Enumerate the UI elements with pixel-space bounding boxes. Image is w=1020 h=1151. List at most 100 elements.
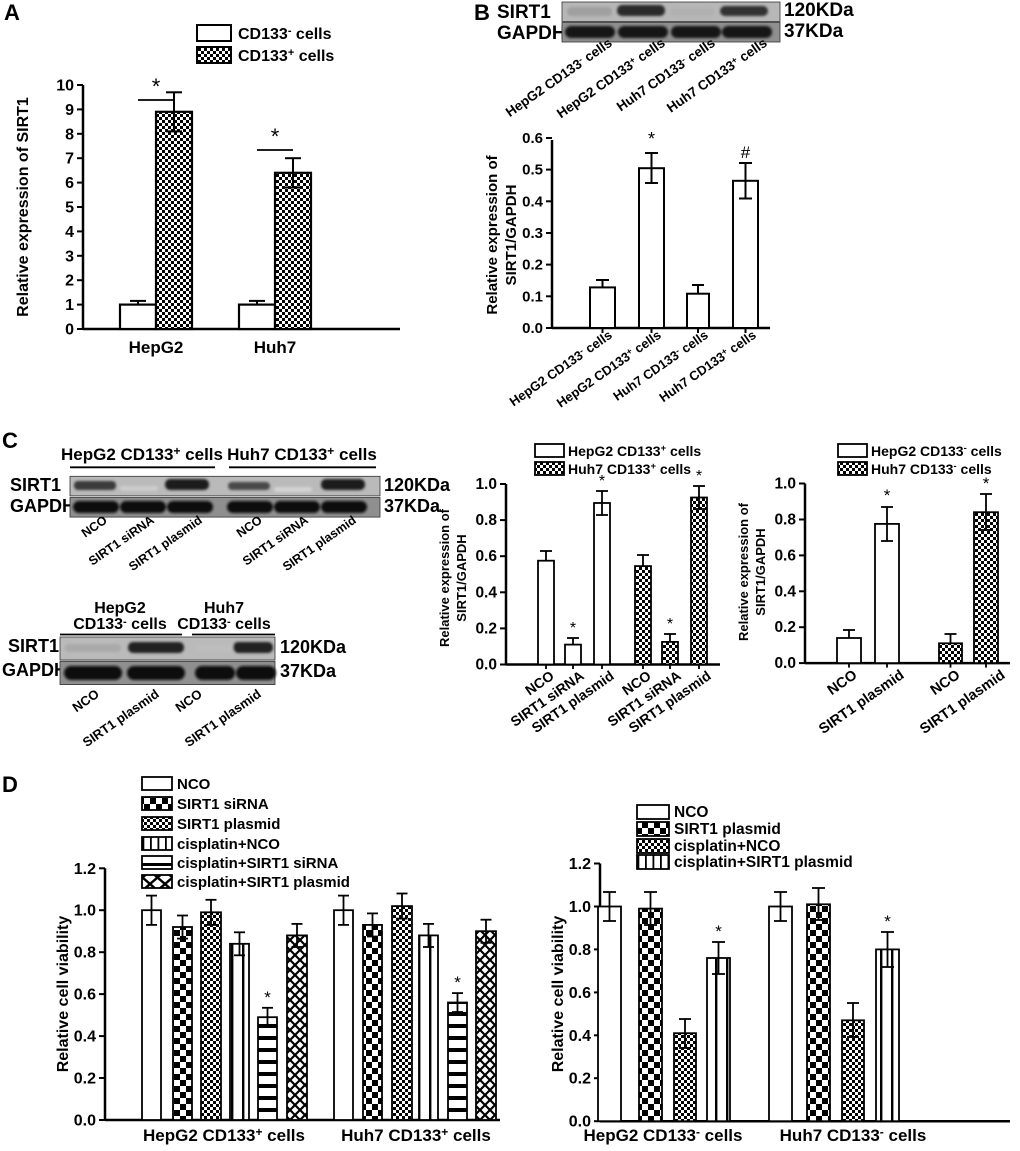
svg-text:Huh7 CD133- cells: Huh7 CD133- cells: [871, 461, 992, 477]
svg-text:0.6: 0.6: [522, 130, 543, 147]
svg-text:2: 2: [65, 273, 74, 290]
svg-text:0.8: 0.8: [569, 942, 591, 959]
svg-text:Relative expression of: Relative expression of: [736, 502, 751, 641]
svg-text:SIRT1: SIRT1: [10, 475, 61, 495]
svg-text:0.8: 0.8: [774, 512, 796, 529]
svg-text:5: 5: [65, 200, 74, 217]
svg-text:NCO: NCO: [928, 667, 964, 699]
svg-text:A: A: [4, 0, 20, 25]
svg-text:CD133+ cells: CD133+ cells: [238, 47, 334, 65]
svg-text:SIRT1 plasmid: SIRT1 plasmid: [674, 821, 781, 838]
svg-text:0.6: 0.6: [74, 987, 96, 1004]
svg-text:SIRT1 plasmid: SIRT1 plasmid: [816, 667, 907, 737]
svg-text:Huh7 CD133+ cells: Huh7 CD133+ cells: [341, 1125, 491, 1145]
svg-text:SIRT1 plasmid: SIRT1 plasmid: [917, 667, 1008, 737]
svg-text:NCO: NCO: [172, 686, 204, 715]
svg-text:Relative expression of: Relative expression of: [437, 508, 452, 647]
svg-text:0.2: 0.2: [774, 619, 796, 636]
svg-text:CD133- cells: CD133- cells: [177, 616, 271, 633]
svg-text:*: *: [667, 616, 673, 633]
svg-text:GAPDH: GAPDH: [10, 496, 75, 516]
svg-text:Relative expression of: Relative expression of: [484, 154, 501, 314]
svg-text:0.4: 0.4: [569, 1028, 591, 1045]
svg-text:0.2: 0.2: [475, 620, 497, 637]
svg-text:HepG2 CD133- cells: HepG2 CD133- cells: [584, 1125, 743, 1145]
svg-text:0.0: 0.0: [475, 657, 497, 674]
svg-text:0.4: 0.4: [522, 193, 544, 210]
svg-text:*: *: [599, 473, 605, 490]
svg-text:0.2: 0.2: [569, 1071, 591, 1088]
svg-text:*: *: [454, 973, 461, 992]
svg-text:Huh7 CD133+ cells: Huh7 CD133+ cells: [227, 444, 377, 464]
svg-text:*: *: [884, 486, 891, 505]
svg-text:*: *: [570, 620, 576, 637]
svg-text:0.4: 0.4: [74, 1029, 96, 1046]
svg-text:NCO: NCO: [825, 667, 861, 699]
svg-text:37KDa: 37KDa: [384, 496, 441, 516]
svg-text:SIRT1/GAPDH: SIRT1/GAPDH: [454, 534, 469, 621]
svg-text:0.8: 0.8: [74, 945, 96, 962]
svg-text:SIRT1: SIRT1: [8, 636, 59, 656]
svg-text:0.5: 0.5: [522, 162, 543, 179]
svg-text:NCO: NCO: [177, 776, 211, 793]
svg-text:3: 3: [65, 248, 74, 265]
svg-text:0.2: 0.2: [522, 257, 543, 274]
svg-text:cisplatin+SIRT1 plasmid: cisplatin+SIRT1 plasmid: [177, 874, 350, 891]
svg-text:C: C: [2, 428, 18, 453]
svg-text:cisplatin+NCO: cisplatin+NCO: [674, 838, 780, 855]
svg-text:120KDa: 120KDa: [384, 475, 451, 495]
svg-text:Huh7 CD133+ cells: Huh7 CD133+ cells: [568, 461, 691, 477]
svg-text:Huh7: Huh7: [204, 600, 244, 617]
svg-text:0.2: 0.2: [74, 1071, 96, 1088]
svg-text:0.0: 0.0: [522, 320, 543, 337]
svg-text:NCO: NCO: [674, 804, 708, 821]
svg-text:SIRT1 siRNA: SIRT1 siRNA: [177, 796, 269, 813]
svg-text:0.8: 0.8: [475, 512, 497, 529]
svg-text:Relative expression of SIRT1: Relative expression of SIRT1: [15, 97, 32, 317]
svg-text:10: 10: [56, 78, 74, 95]
svg-text:0.4: 0.4: [774, 583, 796, 600]
svg-text:HepG2: HepG2: [129, 338, 184, 357]
svg-text:7: 7: [65, 151, 74, 168]
svg-text:NCO: NCO: [69, 686, 101, 715]
svg-text:37KDa: 37KDa: [784, 21, 844, 42]
svg-text:1.0: 1.0: [475, 476, 497, 493]
svg-text:0.3: 0.3: [522, 225, 543, 242]
svg-text:HepG2 CD133- cells: HepG2 CD133- cells: [871, 443, 1002, 459]
svg-text:CD133- cells: CD133- cells: [73, 616, 167, 633]
svg-text:HepG2 CD133+ cells: HepG2 CD133+ cells: [61, 444, 223, 464]
svg-text:0.4: 0.4: [475, 584, 497, 601]
svg-text:0.1: 0.1: [522, 288, 543, 305]
svg-text:cisplatin+SIRT1 plasmid: cisplatin+SIRT1 plasmid: [674, 854, 853, 871]
svg-text:1: 1: [65, 297, 74, 314]
svg-text:*: *: [715, 922, 722, 941]
svg-text:SIRT1 plasmid: SIRT1 plasmid: [177, 816, 280, 833]
svg-text:SIRT1/GAPDH: SIRT1/GAPDH: [503, 185, 520, 286]
svg-text:#: #: [741, 143, 751, 162]
svg-text:1.0: 1.0: [74, 903, 96, 920]
svg-text:1.2: 1.2: [569, 856, 591, 873]
svg-text:0.0: 0.0: [774, 655, 796, 672]
svg-text:9: 9: [65, 102, 74, 119]
svg-text:1.0: 1.0: [569, 899, 591, 916]
svg-text:GAPDH: GAPDH: [2, 660, 67, 680]
svg-text:HepG2 CD133+ cells: HepG2 CD133+ cells: [568, 443, 701, 459]
svg-text:1.2: 1.2: [74, 861, 96, 878]
svg-text:CD133- cells: CD133- cells: [238, 25, 332, 43]
svg-text:37KDa: 37KDa: [280, 661, 337, 681]
svg-text:cisplatin+NCO: cisplatin+NCO: [177, 836, 280, 853]
svg-text:*: *: [648, 129, 655, 149]
svg-text:0.6: 0.6: [569, 985, 591, 1002]
svg-text:*: *: [696, 468, 702, 485]
svg-text:D: D: [2, 772, 18, 797]
svg-text:Relative cell viability: Relative cell viability: [550, 916, 567, 1073]
svg-text:Relative cell viability: Relative cell viability: [55, 916, 72, 1073]
svg-text:SIRT1: SIRT1: [497, 2, 551, 23]
svg-text:1.0: 1.0: [774, 476, 796, 493]
svg-text:4: 4: [65, 224, 74, 241]
svg-text:0.0: 0.0: [74, 1113, 96, 1130]
svg-text:120KDa: 120KDa: [280, 637, 347, 657]
svg-text:*: *: [264, 988, 271, 1007]
svg-text:cisplatin+SIRT1 siRNA: cisplatin+SIRT1 siRNA: [177, 855, 338, 872]
svg-text:0.6: 0.6: [774, 547, 796, 564]
